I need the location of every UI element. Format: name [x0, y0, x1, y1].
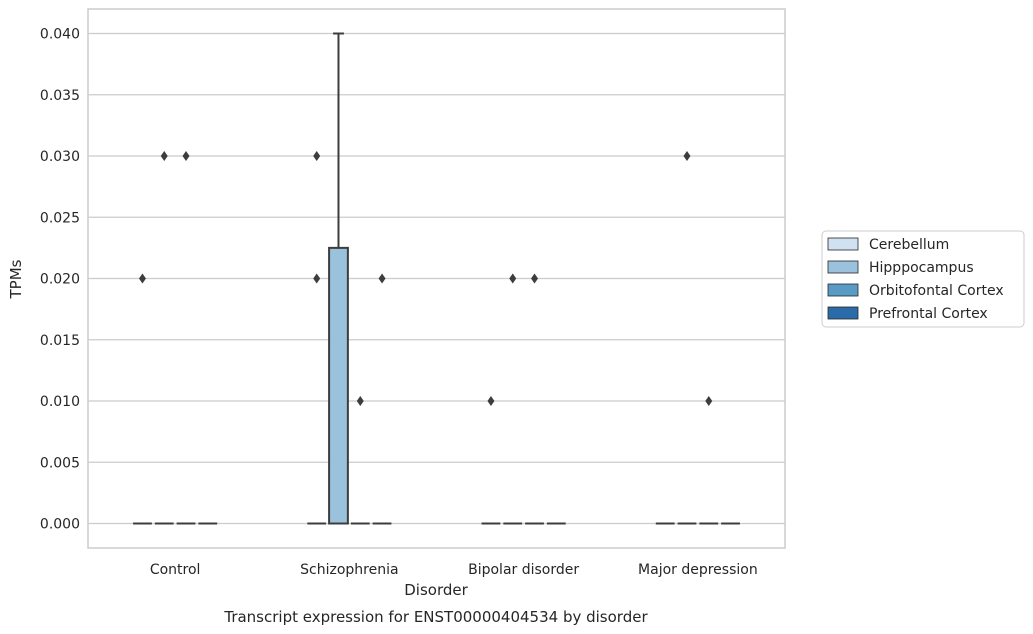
box-cerebellum: [307, 151, 327, 525]
x-axis-title: Disorder: [404, 581, 468, 599]
box-orbitofontal-cortex: [525, 273, 544, 525]
legend-swatch: [827, 283, 859, 297]
outlier-point: [531, 273, 539, 284]
outlier-point: [182, 151, 190, 161]
x-tick-label: Control: [150, 562, 201, 578]
box-hipppocampus: [154, 151, 174, 525]
outlier-point: [509, 273, 517, 284]
y-axis-title: TPMs: [7, 259, 25, 299]
x-tick-label: Major depression: [638, 562, 758, 578]
box-cerebellum: [133, 273, 152, 525]
x-axis-ticks: Control Schizophrenia Bipolar disorder Majo…: [150, 562, 758, 578]
legend-swatch: [827, 260, 859, 274]
y-tick-label: 0.005: [40, 455, 80, 471]
y-tick-label: 0.000: [40, 517, 80, 533]
plot-frame: [87, 8, 786, 549]
chart-caption: Transcript expression for ENST0000040453…: [223, 608, 648, 626]
box-body: [328, 246, 349, 525]
outlier-point: [138, 273, 146, 284]
outlier-point: [487, 396, 495, 406]
x-tick-label: Bipolar disorder: [468, 562, 579, 578]
y-tick-label: 0.025: [40, 210, 80, 226]
box-hipppocampus: [328, 32, 349, 525]
outlier-point: [378, 273, 386, 284]
legend-swatch: [827, 306, 859, 320]
box-orbitofontal-cortex: [176, 151, 196, 525]
plot-marks: [133, 32, 740, 525]
y-axis-ticks: 0.000 0.005 0.010 0.015 0.020 0.025 0.030 0.035…: [40, 27, 80, 533]
box-orbitofontal-cortex: [699, 396, 719, 525]
outlier-point: [356, 396, 364, 406]
y-tick-label: 0.035: [40, 88, 80, 104]
y-tick-label: 0.015: [40, 333, 80, 349]
outlier-point: [683, 151, 691, 161]
outlier-point: [313, 273, 321, 284]
y-tick-label: 0.020: [40, 272, 80, 288]
outlier-point: [313, 151, 321, 161]
x-tick-label: Schizophrenia: [300, 562, 398, 578]
outlier-point: [160, 151, 168, 161]
legend-swatch: [827, 237, 859, 251]
legend-entry: Hipppocampus: [869, 260, 974, 276]
gridlines: [88, 32, 785, 525]
box-cerebellum: [481, 396, 501, 525]
outlier-point: [705, 396, 713, 406]
legend-entry: Cerebellum: [869, 237, 949, 253]
box-hipppocampus: [503, 273, 523, 525]
legend-entry: Prefrontal Cortex: [869, 306, 988, 322]
legend-entry: Orbitofontal Cortex: [869, 283, 1004, 299]
box-orbitofontal-cortex: [350, 396, 370, 525]
legend: Cerebellum Hipppocampus Orbitofontal Corte…: [821, 230, 1025, 328]
y-tick-label: 0.030: [40, 149, 80, 165]
legend-box: [821, 230, 1025, 328]
y-tick-label: 0.010: [40, 394, 80, 410]
box-prefrontal-cortex: [372, 273, 392, 525]
y-tick-label: 0.040: [40, 27, 80, 43]
box-hipppocampus: [677, 151, 697, 525]
